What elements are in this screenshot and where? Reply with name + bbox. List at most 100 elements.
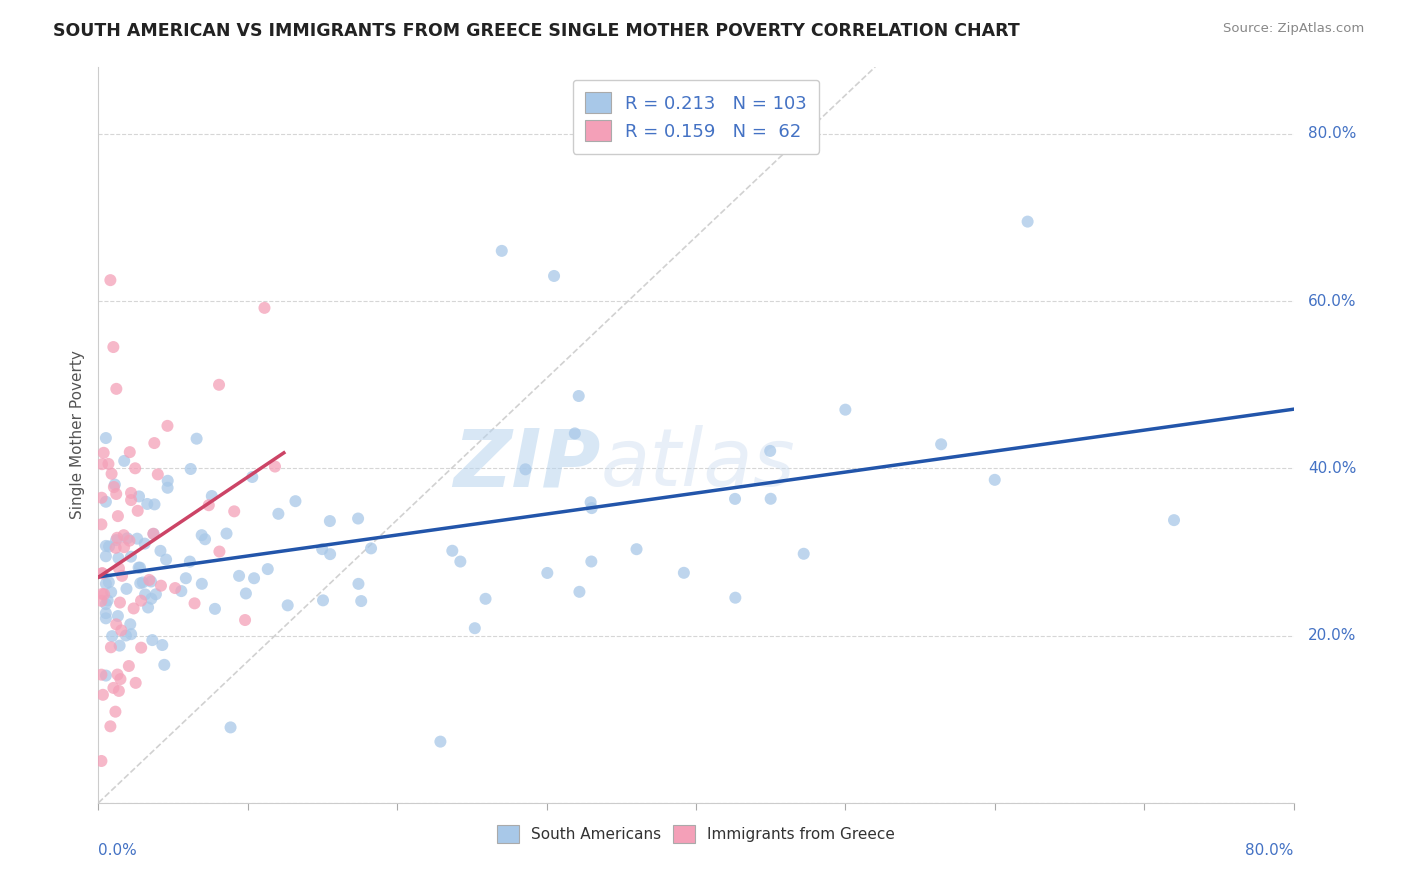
Point — [834, 402, 856, 417]
Point — [124, 461, 146, 475]
Point — [100, 467, 122, 481]
Point — [149, 579, 172, 593]
Point — [264, 459, 287, 474]
Point — [277, 599, 299, 613]
Point — [94, 539, 117, 553]
Point — [93, 446, 115, 460]
Point — [100, 585, 122, 599]
Point — [186, 432, 208, 446]
Point — [174, 571, 197, 585]
Point — [107, 667, 129, 681]
Point — [155, 552, 177, 566]
Point — [543, 268, 565, 283]
Point — [183, 596, 205, 610]
Point — [103, 681, 125, 695]
Point — [132, 575, 155, 590]
Point — [235, 586, 257, 600]
Point — [449, 555, 471, 569]
Point — [150, 638, 173, 652]
Point — [91, 587, 114, 601]
Point — [90, 754, 112, 768]
Point — [110, 624, 132, 638]
Point — [153, 657, 176, 672]
Point — [240, 470, 263, 484]
Point — [112, 454, 135, 468]
Point — [243, 571, 266, 585]
Point — [94, 549, 117, 564]
Point — [93, 587, 115, 601]
Point — [724, 491, 747, 506]
Point — [474, 591, 496, 606]
Point — [194, 533, 217, 547]
Point — [101, 629, 124, 643]
Point — [127, 532, 149, 546]
Point — [120, 493, 142, 508]
Point — [1017, 214, 1039, 228]
Text: 0.0%: 0.0% — [98, 843, 138, 858]
Point — [793, 547, 815, 561]
Point — [104, 705, 127, 719]
Point — [108, 639, 131, 653]
Point — [360, 541, 382, 556]
Point — [105, 531, 128, 545]
Point — [122, 601, 145, 615]
Point — [491, 244, 513, 258]
Point — [91, 566, 114, 581]
Point — [267, 507, 290, 521]
Point — [125, 676, 148, 690]
Point — [118, 533, 141, 548]
Point — [115, 582, 138, 596]
Point — [536, 566, 558, 580]
Point — [105, 382, 128, 396]
Point — [94, 668, 117, 682]
Point — [103, 340, 125, 354]
Point — [215, 526, 238, 541]
Point — [129, 640, 152, 655]
Point — [347, 577, 370, 591]
Point — [347, 511, 370, 525]
Point — [100, 719, 122, 733]
Point — [515, 462, 537, 476]
Y-axis label: Single Mother Poverty: Single Mother Poverty — [70, 351, 86, 519]
Point — [98, 540, 121, 554]
Point — [90, 594, 112, 608]
Point — [112, 528, 135, 542]
Point — [110, 672, 132, 686]
Point — [568, 389, 591, 403]
Point — [759, 491, 782, 506]
Point — [145, 587, 167, 601]
Point — [105, 533, 128, 548]
Point — [233, 613, 256, 627]
Point — [139, 574, 162, 589]
Point — [91, 688, 114, 702]
Point — [219, 720, 242, 734]
Point — [107, 609, 129, 624]
Point — [568, 584, 591, 599]
Point — [90, 491, 112, 505]
Text: SOUTH AMERICAN VS IMMIGRANTS FROM GREECE SINGLE MOTHER POVERTY CORRELATION CHART: SOUTH AMERICAN VS IMMIGRANTS FROM GREECE… — [53, 22, 1021, 40]
Point — [724, 591, 747, 605]
Point — [120, 617, 142, 632]
Point — [156, 418, 179, 433]
Point — [97, 457, 120, 471]
Point — [138, 573, 160, 587]
Point — [97, 575, 120, 590]
Point — [129, 576, 152, 591]
Point — [94, 576, 117, 591]
Point — [581, 554, 603, 568]
Point — [117, 531, 139, 545]
Point — [112, 540, 135, 554]
Point — [134, 587, 156, 601]
Point — [97, 593, 120, 607]
Point — [103, 480, 125, 494]
Point — [90, 667, 112, 681]
Point — [253, 301, 276, 315]
Point — [136, 497, 159, 511]
Point — [319, 547, 342, 561]
Point — [141, 591, 163, 606]
Point — [156, 474, 179, 488]
Point — [108, 684, 131, 698]
Point — [441, 543, 464, 558]
Point — [201, 489, 224, 503]
Point — [179, 555, 201, 569]
